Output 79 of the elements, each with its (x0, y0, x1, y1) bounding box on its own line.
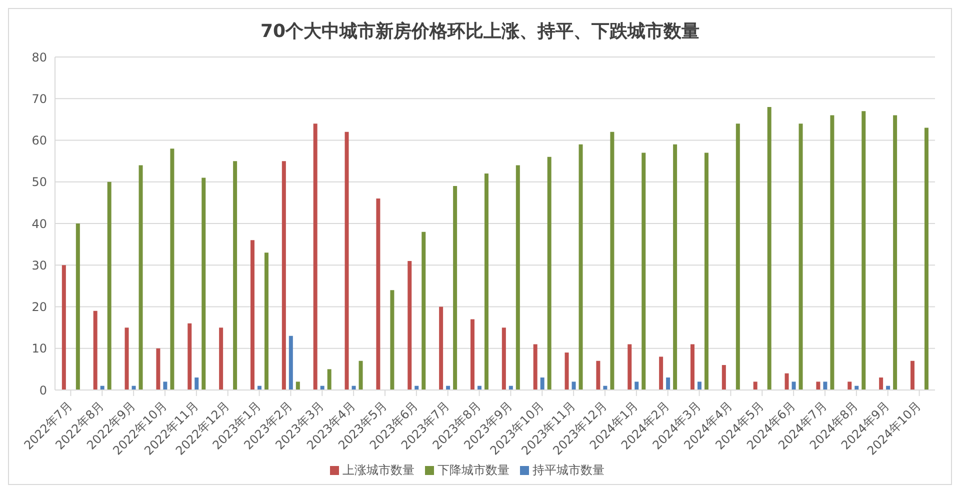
bar (659, 356, 664, 390)
bar (848, 382, 852, 390)
bar (219, 328, 224, 390)
bar (578, 144, 583, 390)
chart-title: 70个大中城市新房价格环比上涨、持平、下跌城市数量 (259, 20, 701, 43)
bar (93, 310, 98, 390)
legend-label: 上涨城市数量 (342, 463, 414, 477)
y-tick-label: 70 (32, 92, 47, 106)
bar (642, 152, 646, 390)
bar (610, 132, 614, 390)
bar (163, 382, 168, 390)
bar (722, 365, 726, 390)
bar (376, 198, 380, 390)
bar (138, 165, 143, 390)
bar (862, 111, 866, 390)
bar (792, 382, 796, 390)
bar (156, 348, 160, 390)
bar (408, 260, 412, 390)
bar (422, 232, 426, 390)
bar (666, 378, 670, 390)
bar (170, 148, 174, 390)
bar (390, 290, 394, 390)
y-tick-label: 80 (32, 50, 47, 64)
bar (767, 106, 772, 390)
bar (533, 344, 538, 390)
bar (816, 382, 820, 390)
bar (753, 382, 758, 390)
bar (798, 124, 803, 390)
bar (107, 182, 112, 390)
bar (264, 252, 268, 390)
legend-label: 持平城市数量 (532, 463, 604, 477)
bar (233, 161, 238, 390)
bar (628, 344, 632, 390)
bar (484, 174, 488, 390)
bar (194, 378, 199, 390)
bar (516, 165, 520, 390)
bar (502, 328, 506, 390)
bar (202, 178, 206, 390)
legend-label: 下降城市数量 (438, 463, 510, 477)
bar (250, 240, 254, 390)
bar (596, 360, 600, 390)
bar (282, 161, 286, 390)
y-tick-label: 0 (39, 383, 47, 398)
bar (736, 124, 740, 390)
bar (879, 378, 884, 390)
bar (540, 378, 544, 390)
bar (344, 132, 349, 390)
y-tick-label: 60 (32, 134, 47, 148)
bar (288, 336, 293, 390)
bar (547, 156, 552, 390)
bar (564, 352, 569, 390)
bar (673, 144, 678, 390)
bar (358, 360, 363, 390)
bar (327, 369, 332, 390)
y-tick-label: 50 (32, 175, 47, 190)
y-tick-label: 20 (32, 300, 47, 314)
bar (823, 382, 828, 390)
bar (76, 224, 80, 390)
bar (924, 128, 928, 390)
bar (704, 152, 708, 390)
bar (62, 265, 66, 390)
bar (910, 360, 914, 390)
bar (893, 115, 898, 390)
bar (124, 328, 129, 390)
bar (572, 382, 576, 390)
bar (690, 344, 694, 390)
bar (439, 306, 444, 390)
bar (830, 115, 834, 390)
bar (470, 319, 474, 390)
bar (188, 323, 192, 390)
bar (453, 186, 458, 390)
bar (784, 373, 789, 390)
bar (697, 382, 702, 390)
y-tick-label: 40 (32, 216, 47, 231)
bar (313, 124, 318, 390)
y-tick-label: 30 (32, 258, 47, 272)
bar (634, 382, 639, 390)
bar (296, 382, 300, 390)
y-tick-label: 10 (32, 342, 47, 356)
